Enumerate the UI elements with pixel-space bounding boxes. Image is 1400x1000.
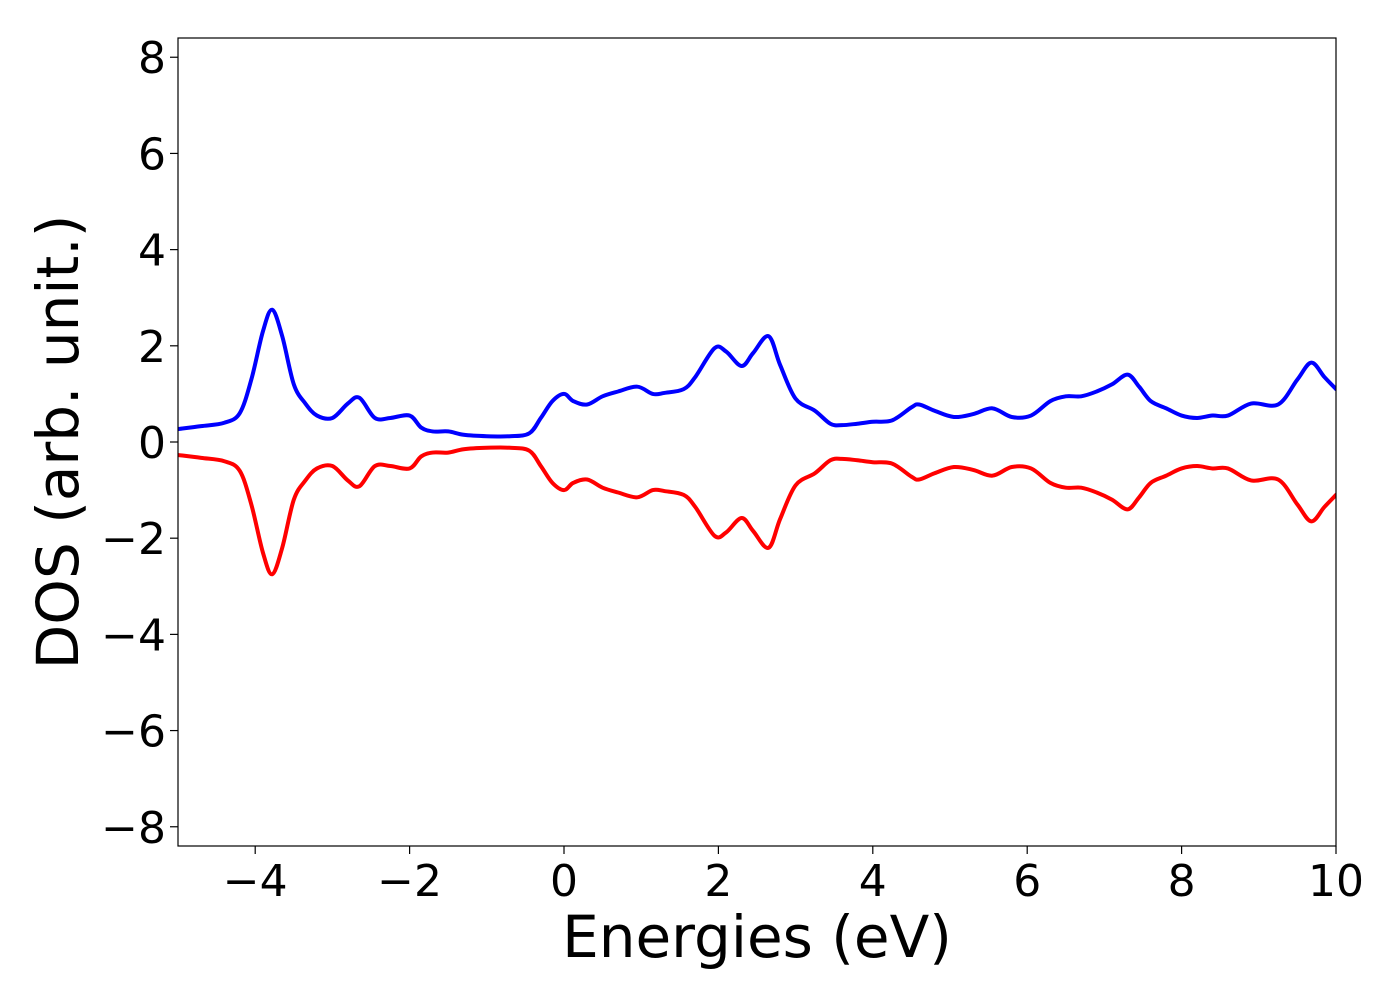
series-line-red — [178, 445, 1336, 577]
y-tick-label: 2 — [138, 322, 166, 373]
y-tick-label: 8 — [138, 33, 166, 84]
y-tick-label: −4 — [101, 610, 166, 661]
y-tick-label: 0 — [138, 418, 166, 469]
y-tick-label: 4 — [138, 226, 166, 277]
x-tick-label: 4 — [859, 856, 887, 907]
y-axis-title: DOS (arb. unit.) — [24, 215, 92, 670]
series-line-blue — [178, 307, 1336, 439]
y-tick-label: 6 — [138, 129, 166, 180]
x-tick-label: 10 — [1308, 856, 1364, 907]
x-axis-ticks: −4 −2 0 2 4 6 8 10 — [223, 846, 1364, 907]
x-tick-label: 6 — [1013, 856, 1041, 907]
x-tick-label: −4 — [223, 856, 288, 907]
plot-area — [178, 307, 1336, 577]
x-tick-label: 0 — [550, 856, 578, 907]
y-axis-ticks: −8 −6 −4 −2 0 2 4 6 8 — [101, 33, 178, 854]
y-tick-label: −8 — [101, 803, 166, 854]
y-tick-label: −2 — [101, 514, 166, 565]
y-tick-label: −6 — [101, 707, 166, 758]
x-tick-label: −2 — [377, 856, 442, 907]
x-tick-label: 8 — [1168, 856, 1196, 907]
x-axis-title: Energies (eV) — [562, 903, 952, 971]
x-tick-label: 2 — [704, 856, 732, 907]
series-layer — [178, 307, 1336, 577]
